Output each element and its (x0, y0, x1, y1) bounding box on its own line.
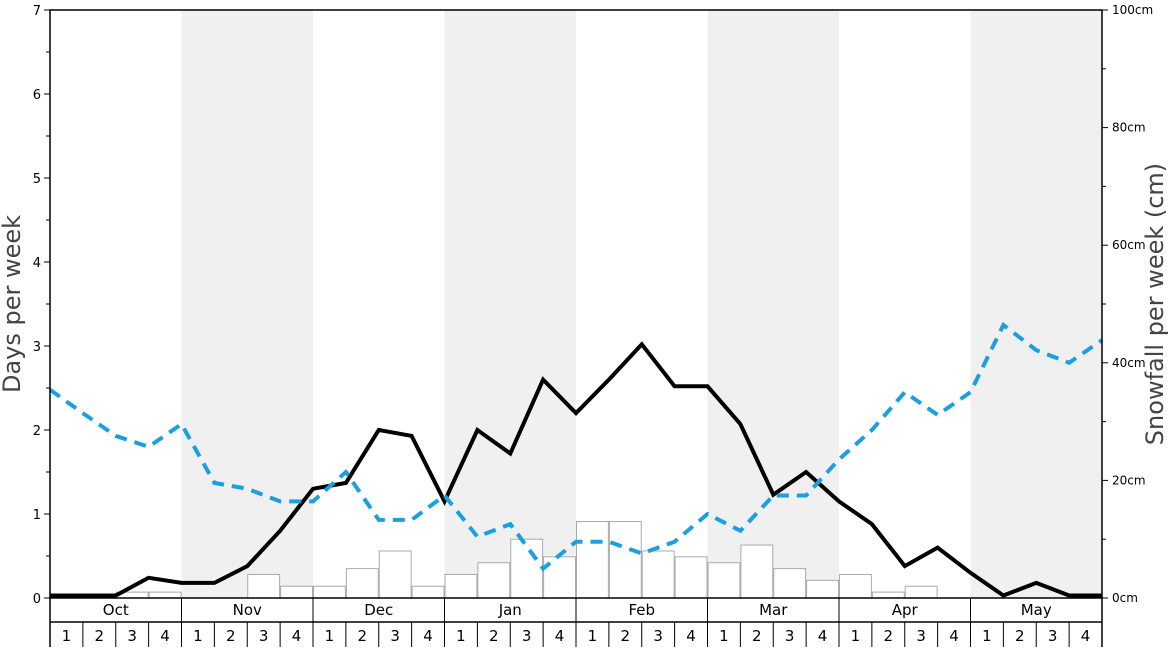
week-label: 2 (95, 627, 105, 645)
week-label: 1 (719, 627, 729, 645)
week-label: 4 (423, 627, 433, 645)
week-label: 2 (621, 627, 631, 645)
month-label: Apr (892, 601, 919, 619)
snowfall-bar (674, 556, 708, 599)
left-tick-label: 1 (33, 508, 41, 523)
snowfall-bar (773, 568, 807, 599)
right-tick-label: 40cm (1112, 356, 1146, 370)
left-tick-label: 3 (33, 340, 41, 355)
snowfall-bar (378, 550, 412, 599)
dashed-series-line (48, 321, 1104, 572)
week-label: 2 (884, 627, 894, 645)
right-tick-label: 80cm (1112, 121, 1146, 135)
week-label: 2 (1015, 627, 1025, 645)
month-label: Jan (498, 601, 522, 619)
snowfall-bar (510, 538, 544, 599)
month-label: Oct (103, 601, 129, 619)
week-label: 1 (325, 627, 335, 645)
snowfall-bar (839, 573, 872, 599)
snowfall-bar (247, 573, 281, 599)
snowfall-bar (871, 591, 905, 599)
left-tick-label: 2 (33, 424, 41, 439)
left-tick-label: 4 (33, 256, 41, 271)
week-label: 3 (390, 627, 400, 645)
week-label: 3 (653, 627, 663, 645)
week-label: 1 (62, 627, 72, 645)
snowfall-bar (345, 568, 379, 599)
week-label: 1 (193, 627, 203, 645)
right-tick-label: 60cm (1112, 238, 1146, 252)
week-label: 3 (785, 627, 795, 645)
month-label: Dec (364, 601, 393, 619)
month-label: May (1021, 601, 1052, 619)
snowfall-bar (477, 562, 511, 599)
month-label: Feb (628, 601, 655, 619)
snowfall-bar (576, 521, 609, 599)
snowfall-bar (444, 573, 478, 599)
snowfall-bar (740, 544, 774, 599)
left-tick-label: 7 (33, 4, 41, 19)
solid-series-line (50, 341, 1102, 598)
week-label: 4 (292, 627, 302, 645)
week-label: 4 (818, 627, 828, 645)
week-label: 2 (358, 627, 368, 645)
series-lines (48, 321, 1104, 598)
left-axis-title: Days per week (0, 215, 26, 393)
week-label: 3 (259, 627, 269, 645)
month-label: Nov (233, 601, 262, 619)
week-label: 1 (851, 627, 861, 645)
month-shading-layer (181, 10, 1102, 598)
shade-nov (181, 10, 313, 598)
week-label: 1 (982, 627, 992, 645)
week-label: 4 (160, 627, 170, 645)
snowfall-bar (411, 585, 445, 599)
shade-mar (707, 10, 839, 598)
snowfall-bar (280, 585, 313, 599)
shade-jan (444, 10, 576, 598)
right-tick-label: 100cm (1112, 3, 1153, 17)
shade-may (970, 10, 1102, 598)
left-tick-label: 6 (33, 88, 41, 103)
snowfall-bar (148, 591, 182, 599)
right-axis: 0cm 20cm 40cm 60cm 80cm 100cm (1102, 3, 1153, 605)
left-tick-label: 0 (33, 592, 41, 607)
week-label: 4 (1081, 627, 1091, 645)
snowfall-bar (313, 585, 346, 599)
week-label: 1 (588, 627, 598, 645)
right-tick-label: 20cm (1112, 473, 1146, 487)
snowfall-bar (608, 521, 642, 599)
week-label: 4 (555, 627, 565, 645)
month-label: Mar (759, 601, 788, 619)
week-label: 3 (916, 627, 926, 645)
week-label: 1 (456, 627, 466, 645)
snowfall-bar (707, 562, 741, 599)
snowfall-bar (806, 579, 839, 599)
snowfall-bar (904, 585, 938, 599)
week-label: 3 (522, 627, 532, 645)
week-label: 2 (226, 627, 236, 645)
right-axis-title: Snowfall per week (cm) (1141, 163, 1168, 445)
right-tick-label: 0cm (1112, 591, 1138, 605)
week-label: 4 (686, 627, 696, 645)
week-label: 4 (949, 627, 959, 645)
left-axis: 0 1 2 3 4 5 6 7 (33, 4, 50, 607)
week-label: 3 (127, 627, 137, 645)
left-tick-label: 5 (33, 172, 41, 187)
week-label: 2 (752, 627, 762, 645)
snowfall-bar (641, 550, 675, 599)
week-label: 3 (1048, 627, 1058, 645)
week-label: 2 (489, 627, 499, 645)
x-axis: Oct 1 2 3 4 Nov 1 2 3 4 Dec 1 2 3 4 Jan 1 2 3 4 Feb 1 2 3 4 Mar 1 2… (49, 598, 1103, 647)
